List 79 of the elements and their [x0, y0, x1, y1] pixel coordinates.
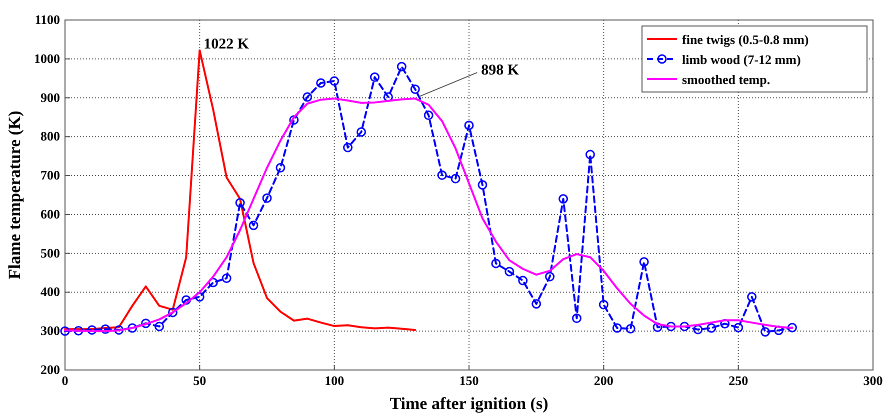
legend-label: fine twigs (0.5-0.8 mm)	[682, 32, 809, 47]
point	[774, 326, 784, 336]
point	[316, 78, 326, 88]
point	[248, 220, 258, 230]
x-tick-label: 100	[324, 373, 344, 388]
point	[464, 120, 474, 130]
point	[87, 325, 97, 335]
point	[330, 76, 340, 86]
point	[585, 150, 595, 160]
x-axis-title: Time after ignition (s)	[390, 394, 548, 413]
point	[706, 323, 716, 333]
y-tick-label: 700	[40, 168, 60, 183]
point	[598, 300, 608, 310]
point	[491, 258, 501, 268]
point	[747, 292, 757, 302]
point	[693, 324, 703, 334]
y-tick-label: 900	[40, 90, 60, 105]
point	[181, 295, 191, 305]
point	[222, 273, 232, 283]
legend-label: limb wood (7-12 mm)	[682, 52, 801, 67]
annotation: 898 K	[481, 62, 520, 79]
x-tick-label: 300	[863, 373, 883, 388]
point	[720, 318, 730, 328]
point	[626, 324, 636, 334]
point	[639, 257, 649, 267]
point	[383, 92, 393, 102]
point	[194, 292, 204, 302]
y-tick-label: 500	[40, 245, 60, 260]
point	[262, 193, 272, 203]
point	[612, 323, 622, 333]
point	[450, 174, 460, 184]
point	[208, 278, 218, 288]
y-axis-title: Flame temperature (K)	[5, 110, 24, 280]
point	[760, 327, 770, 337]
point	[666, 322, 676, 332]
point	[74, 326, 84, 336]
x-tick-label: 0	[62, 373, 68, 388]
point	[680, 322, 690, 332]
point	[370, 72, 380, 82]
point	[424, 110, 434, 120]
x-tick-label: 200	[594, 373, 614, 388]
point	[787, 322, 797, 332]
point	[302, 92, 312, 102]
point	[410, 84, 420, 94]
point	[652, 322, 662, 332]
x-tick-label: 150	[459, 373, 479, 388]
y-tick-label: 1100	[34, 12, 60, 27]
point	[343, 142, 353, 152]
y-tick-label: 400	[40, 284, 60, 300]
point	[532, 299, 542, 309]
x-tick-label: 250	[728, 373, 748, 388]
annotation: 1022 K	[204, 36, 250, 52]
point	[289, 115, 299, 125]
point	[396, 62, 406, 72]
point	[128, 323, 138, 333]
y-tick-label: 1000	[34, 50, 60, 66]
point	[504, 266, 514, 276]
point	[100, 324, 110, 334]
point	[518, 276, 528, 286]
legend-label: smoothed temp.	[682, 72, 770, 87]
y-tick-label: 200	[40, 362, 60, 377]
point	[168, 308, 178, 318]
point	[478, 180, 488, 190]
point	[276, 163, 286, 173]
y-tick-label: 800	[40, 128, 60, 144]
point	[437, 170, 447, 180]
x-tick-label: 50	[193, 373, 206, 388]
y-tick-label: 300	[40, 323, 60, 338]
point	[572, 314, 582, 324]
point	[60, 326, 70, 336]
point	[558, 194, 568, 204]
point	[545, 272, 555, 282]
point	[141, 318, 151, 328]
point	[734, 322, 744, 332]
point	[356, 127, 366, 137]
y-tick-label: 600	[40, 206, 60, 222]
point	[114, 325, 124, 335]
point	[154, 322, 164, 332]
point	[235, 198, 245, 208]
